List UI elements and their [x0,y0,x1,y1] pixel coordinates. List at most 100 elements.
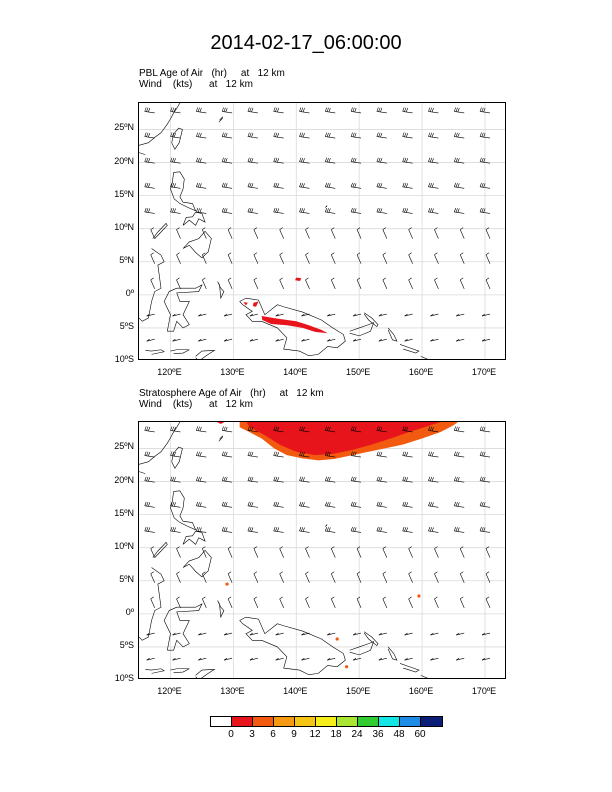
wind-barb [176,227,181,239]
wind-barb [196,451,207,458]
panel2-lat-tick-label: 20ºN [114,474,134,485]
wind-barb [378,338,387,342]
coastline [218,435,223,442]
wind-barb [196,157,207,164]
wind-barb [202,546,207,558]
wind-barb [196,426,207,433]
wind-barb [273,207,284,214]
panel1-lon-tick-label: 160ºE [408,367,434,377]
wind-barb [350,451,362,458]
wind-barb [456,632,465,636]
colorbar-swatch [232,717,253,726]
wind-barb [299,182,310,189]
strat-age-shading-patch [217,422,225,424]
wind-barb [330,277,336,290]
wind-barb [408,596,413,609]
wind-barb [352,657,362,661]
wind-barb [382,596,388,609]
wind-barb [273,426,284,433]
wind-barb [150,227,156,239]
wind-barb [408,252,413,264]
wind-barb [273,501,284,508]
wind-barb [299,132,310,139]
coastline [399,663,420,673]
wind-barb [247,476,258,483]
wind-barb [221,132,233,139]
wind-barb [479,157,491,164]
wind-barb [227,546,233,558]
wind-barb [253,227,259,239]
wind-barb [324,501,336,508]
wind-barb [485,546,491,558]
coastline [145,349,165,355]
wind-barb [402,451,413,458]
wind-barb [253,546,259,558]
colorbar-swatch [316,717,337,726]
wind-barb [247,207,258,214]
wind-barb [144,107,155,114]
wind-barb [382,546,388,558]
coastline [170,349,190,355]
wind-barb [170,501,181,508]
wind-barb [198,632,207,636]
wind-barb [404,313,413,317]
wind-barb [253,571,259,583]
wind-barb [430,313,439,317]
wind-barb [378,313,387,317]
wind-barb [376,182,387,189]
wind-barb [273,107,284,114]
coastline [182,230,212,259]
wind-barb [146,313,155,317]
wind-barb [402,132,413,139]
colorbar-tick-label: 36 [372,729,384,740]
panel1-map [138,102,506,360]
wind-barb [223,657,233,661]
wind-barb [402,207,413,214]
coastline [182,530,206,545]
wind-barb [402,501,413,508]
wind-barb [356,596,362,609]
panel2-wind-label: Wind (kts) at 12 km [139,399,253,410]
wind-barb [459,596,465,609]
wind-barb [221,107,233,114]
wind-barb [227,252,233,264]
wind-barb [170,157,181,164]
colorbar-swatch [400,717,421,726]
wind-barb [376,107,387,114]
wind-barb [223,338,233,342]
wind-barb [350,157,362,164]
coastline [152,222,168,239]
wind-barb [176,571,181,583]
coastline [139,422,181,465]
panel2-svg [139,422,505,678]
wind-barb [305,546,310,558]
wind-barb [408,227,413,239]
wind-barb [459,277,465,290]
wind-barb [170,132,181,139]
wind-barb [305,227,310,239]
coastline [170,490,197,531]
wind-barb [453,426,465,433]
wind-barb [352,338,362,342]
wind-barb [247,426,258,433]
wind-barb [299,451,310,458]
panel2-lon-tick-label: 140ºE [283,686,308,696]
wind-barb [350,107,362,114]
wind-barb [382,227,388,239]
wind-barb [404,338,413,342]
wind-barb [150,277,156,290]
wind-barb [275,657,284,661]
colorbar-tick-label: 18 [330,729,342,740]
wind-barb [253,596,259,609]
wind-barb [485,596,491,609]
coastline [195,350,216,359]
wind-barb [144,451,155,458]
wind-barb [330,252,336,264]
wind-barb [356,252,362,264]
strat-age-speck [225,582,229,586]
wind-barb [172,632,181,636]
wind-barb [170,476,181,483]
wind-barb [453,526,465,533]
colorbar-tick-label: 24 [351,729,363,740]
wind-barb [247,501,258,508]
